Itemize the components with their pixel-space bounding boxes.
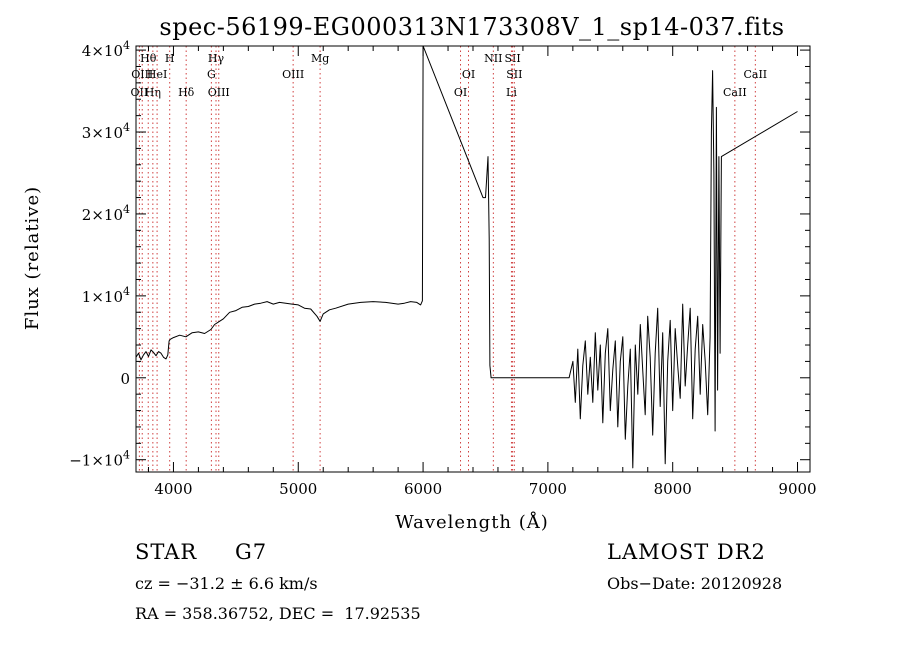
y-tick-label-1: 0 <box>120 370 130 388</box>
line-mark-label-0: OII <box>131 86 149 99</box>
line-mark-label-4: HeI <box>147 68 167 81</box>
line-marks: OIIOIIIHθHηHeIHHδGHγOIIIOIIIMgOIOINIILiS… <box>131 46 767 472</box>
x-axis-label: Wavelength (Å) <box>395 511 549 533</box>
x-tick-label-3: 7000 <box>529 480 567 498</box>
y-tick-label-2: 1×104 <box>82 285 130 306</box>
line-mark-label-19: CaII <box>743 68 767 81</box>
y-axis-label: Flux (relative) <box>22 186 43 330</box>
spectrum-line-0 <box>136 46 798 469</box>
observation-date: Obs−Date: 20120928 <box>607 574 783 593</box>
y-tick-label-0: −1×104 <box>69 449 130 470</box>
line-mark-label-2: Hθ <box>140 52 157 65</box>
y-tick-label-3: 2×104 <box>82 203 130 224</box>
object-class: STAR <box>135 540 198 564</box>
object-subclass: G7 <box>235 540 268 564</box>
spectrum-series <box>136 46 798 469</box>
x-tick-label-5: 9000 <box>778 480 816 498</box>
y-tick-label-5: 4×104 <box>82 39 130 60</box>
coordinates-text: RA = 358.36752, DEC = 17.92535 <box>135 604 421 623</box>
line-mark-label-9: OIII <box>208 86 230 99</box>
x-tick-label-2: 6000 <box>404 480 442 498</box>
x-tick-label-1: 5000 <box>279 480 317 498</box>
line-mark-label-14: NII <box>484 52 502 65</box>
x-tick-label-0: 4000 <box>154 480 192 498</box>
line-mark-label-18: CaII <box>723 86 747 99</box>
survey-name: LAMOST DR2 <box>607 540 766 564</box>
y-tick-label-4: 3×104 <box>82 121 130 142</box>
line-mark-label-17: SII <box>506 68 522 81</box>
line-mark-label-5: H <box>165 52 175 65</box>
chart-title: spec-56199-EG000313N173308V_1_sp14-037.f… <box>159 13 784 41</box>
plot-frame <box>135 45 811 473</box>
line-mark-label-11: Mg <box>311 52 329 65</box>
line-mark-label-6: Hδ <box>178 86 195 99</box>
line-mark-label-15: Li <box>506 86 517 99</box>
line-mark-label-7: G <box>207 68 216 81</box>
x-tick-label-4: 8000 <box>654 480 692 498</box>
line-mark-label-16: SII <box>504 52 520 65</box>
axes: 4000 5000 6000 7000 8000 9000 −1×104 0 1×104 2×10… <box>69 39 816 498</box>
line-mark-label-3: Hη <box>145 86 161 99</box>
line-mark-label-10: OIII <box>282 68 304 81</box>
redshift-text: cz = −31.2 ± 6.6 km/s <box>135 574 318 593</box>
line-mark-label-13: OI <box>462 68 475 81</box>
line-mark-label-12: OI <box>454 86 467 99</box>
line-mark-label-8: Hγ <box>208 52 225 65</box>
